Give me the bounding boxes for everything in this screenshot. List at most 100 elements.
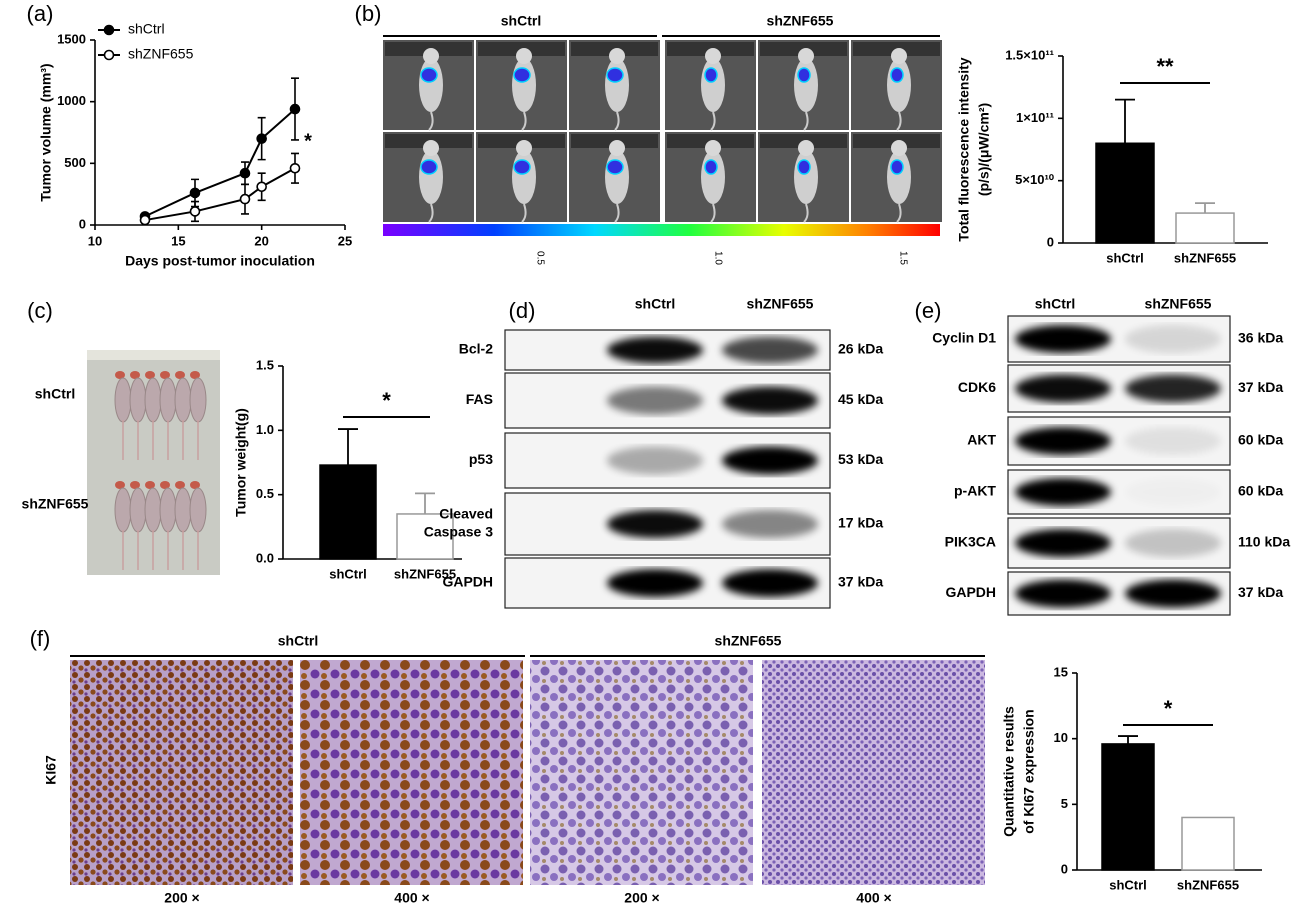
mouse-tail (521, 111, 527, 131)
mouse-head (516, 48, 532, 64)
x-axis-label: Days post-tumor inoculation (125, 253, 315, 269)
signal (420, 159, 438, 175)
signal (704, 159, 718, 175)
mouse-body (419, 58, 443, 112)
signal (606, 67, 624, 83)
stain-label: KI67 (43, 755, 59, 785)
signal (704, 67, 718, 83)
y-axis-label: Tumor volume (mm³) (38, 63, 54, 201)
band (1125, 427, 1221, 455)
mouse-head (609, 48, 625, 64)
mouse-body (701, 58, 725, 112)
band (1015, 427, 1111, 455)
mouse-body (887, 150, 911, 204)
group-label: shCtrl (35, 386, 75, 402)
size-label: 26 kDa (838, 341, 883, 357)
protein-label: Cleaved (439, 506, 493, 522)
protein-label: CDK6 (958, 379, 996, 395)
tumor (145, 481, 155, 489)
band (607, 569, 703, 597)
tumor (130, 371, 140, 379)
band (1015, 325, 1111, 353)
ihc-image (762, 660, 985, 885)
tumor (175, 481, 185, 489)
x-tick-label: shZNF655 (1174, 250, 1236, 265)
x-tick-label: shCtrl (329, 566, 367, 581)
mouse-body (794, 58, 818, 112)
y-tick-label: 1.5 (256, 357, 274, 372)
group-header: shZNF655 (767, 13, 834, 29)
magnification: 400 × (856, 890, 891, 906)
size-label: 53 kDa (838, 451, 883, 467)
colorbar-tick: 1.5 (897, 251, 908, 265)
lane-header: shCtrl (1035, 296, 1075, 312)
band (1125, 529, 1221, 557)
signal (890, 159, 904, 175)
mouse-head (423, 48, 439, 64)
mouse-body (512, 150, 536, 204)
error-bar (338, 428, 358, 466)
size-label: 60 kDa (1238, 432, 1283, 448)
protein-label: p-AKT (954, 483, 996, 499)
group-header: shCtrl (501, 13, 541, 29)
mouse (114, 487, 132, 533)
point (289, 162, 301, 174)
panel-label: (c) (27, 298, 53, 323)
lane-header: shZNF655 (1145, 296, 1212, 312)
x-tick-label: 25 (338, 233, 352, 248)
legend-label: shZNF655 (128, 46, 194, 62)
significance: * (304, 130, 312, 152)
y-tick-label: 0 (1061, 861, 1068, 876)
colorbar (383, 224, 940, 236)
mouse-tail (710, 203, 716, 223)
error-bar (1118, 735, 1138, 744)
significance: * (1164, 696, 1173, 721)
band (607, 336, 703, 364)
size-label: 37 kDa (1238, 379, 1283, 395)
bar (319, 464, 377, 560)
group-label: shZNF655 (22, 496, 89, 512)
band (1015, 529, 1111, 557)
x-tick-label: 10 (88, 233, 102, 248)
point (189, 206, 201, 217)
x-tick-label: shCtrl (1106, 250, 1144, 265)
x-tick-label: shCtrl (1109, 877, 1147, 892)
panel-label: (b) (355, 1, 382, 26)
signal (420, 67, 438, 83)
mouse-head (516, 140, 532, 156)
x-tick-label: 20 (254, 233, 268, 248)
mouse (174, 377, 192, 423)
y-axis-label: of KI67 expression (1021, 709, 1037, 834)
y-axis-label: Quantitative results (1001, 706, 1017, 837)
mouse-tail (803, 203, 809, 223)
protein-label: GAPDH (945, 584, 996, 600)
tumor (160, 481, 170, 489)
tumor (175, 371, 185, 379)
lane-header: shZNF655 (747, 296, 814, 312)
mouse-tail (521, 203, 527, 223)
band (1125, 478, 1221, 506)
error-bar (1195, 202, 1215, 214)
mouse-body (605, 150, 629, 204)
tumor (115, 371, 125, 379)
mouse-tail (614, 111, 620, 131)
mouse-tail (428, 111, 434, 131)
band (607, 510, 703, 538)
y-tick-label: 0 (1047, 234, 1054, 249)
y-tick-label: 5×10¹⁰ (1015, 172, 1055, 187)
bar (1175, 212, 1235, 244)
point (239, 167, 251, 179)
protein-label: GAPDH (442, 574, 493, 590)
error-bar (1115, 98, 1135, 144)
size-label: 17 kDa (838, 515, 883, 531)
y-tick-label: 1000 (57, 93, 86, 108)
point (256, 181, 267, 193)
band (1015, 579, 1111, 608)
magnification: 400 × (394, 890, 429, 906)
magnification: 200 × (624, 890, 659, 906)
size-label: 37 kDa (838, 574, 883, 590)
mouse (174, 487, 192, 533)
band (1125, 325, 1221, 353)
mouse-tail (428, 203, 434, 223)
